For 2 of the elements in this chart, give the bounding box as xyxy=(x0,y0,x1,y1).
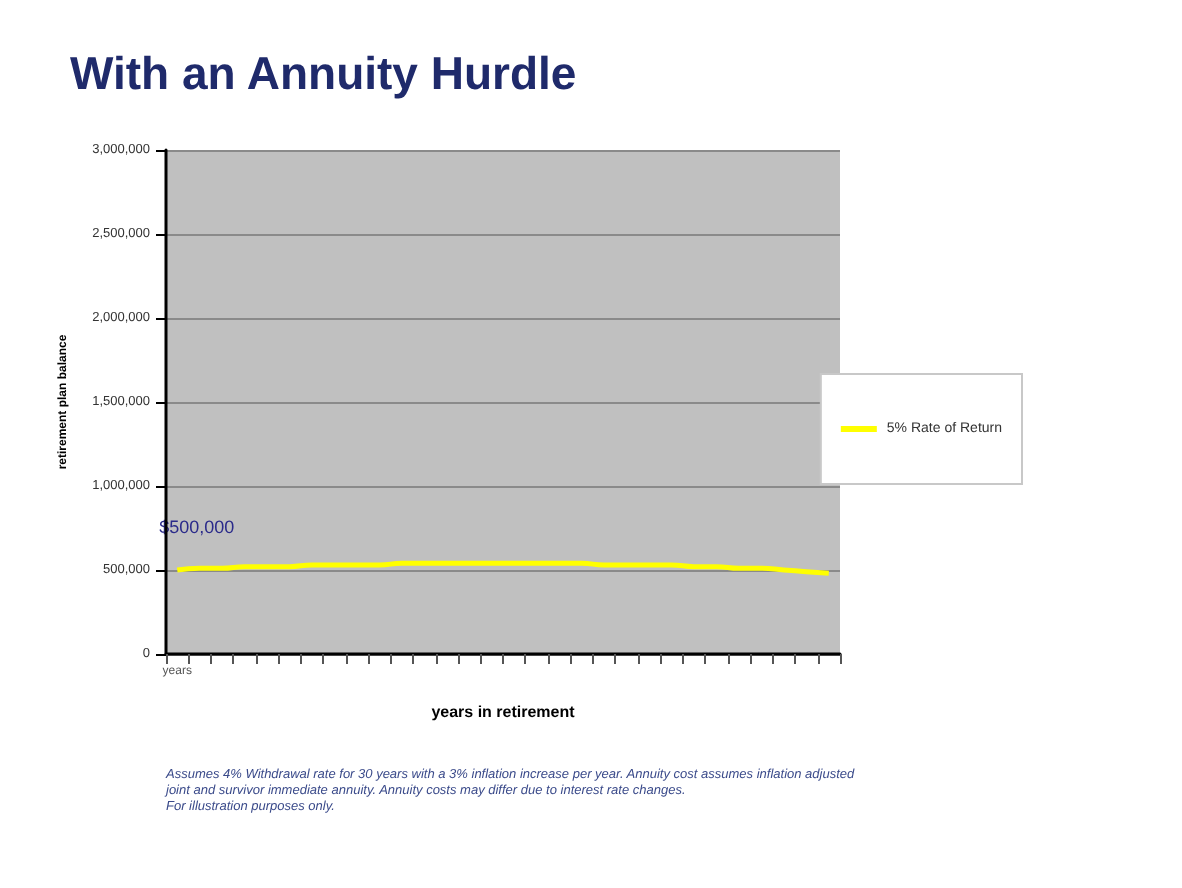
chart-title: With an Annuity Hurdle xyxy=(70,47,577,99)
x-axis-title: years in retirement xyxy=(431,703,576,721)
